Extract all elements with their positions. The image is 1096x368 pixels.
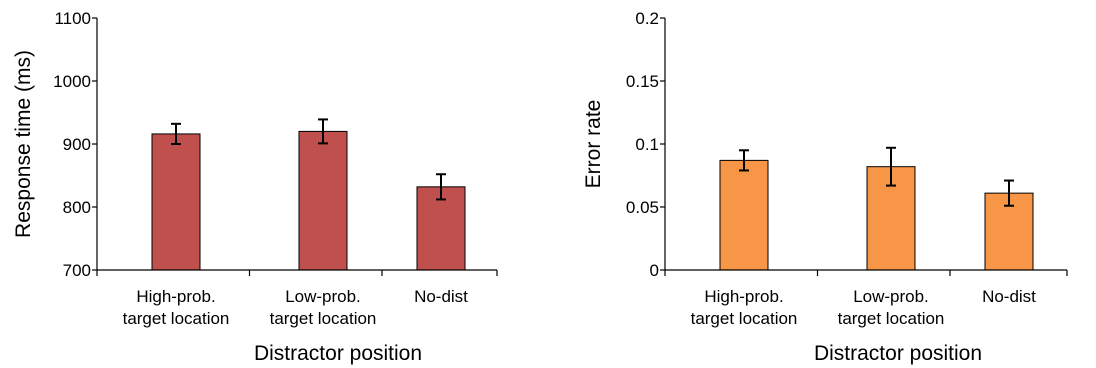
bar	[298, 130, 348, 271]
bar	[151, 133, 201, 271]
y-tick-label: 900	[63, 135, 91, 154]
x-tick-label-line: High-prob.	[136, 287, 215, 306]
x-tick-label-line: target location	[691, 309, 798, 328]
x-tick-label-line: Low-prob.	[853, 287, 929, 306]
x-tick-label: No-dist	[414, 287, 468, 306]
x-tick-label-line: Low-prob.	[285, 287, 361, 306]
x-axis-title: Distractor position	[254, 342, 422, 365]
x-axis-title: Distractor position	[814, 342, 982, 365]
y-tick-label: 800	[63, 198, 91, 217]
x-tick-label: High-prob. target location	[691, 287, 798, 328]
y-tick-label: 700	[63, 261, 91, 280]
y-tick-label: 1100	[54, 9, 91, 28]
y-tick-label: 0.2	[635, 9, 659, 28]
chart-panel-2: 0 0.05 0.1 0.15 0.2 High-prob. target location…	[582, 9, 1068, 365]
y-tick-label: 0.05	[626, 198, 659, 217]
x-tick-label-line: No-dist	[414, 287, 468, 306]
y-tick-label: 0.1	[635, 135, 659, 154]
y-tick-label: 0.15	[626, 72, 659, 91]
x-tick-label-line: target location	[123, 309, 230, 328]
x-tick-label: Low-prob. target location	[838, 287, 945, 328]
x-tick-label-line: target location	[838, 309, 945, 328]
chart-panel-1: 700 800 900 1000 1100 High-prob. target locati…	[12, 9, 498, 365]
bar	[719, 159, 769, 271]
x-tick-label: Low-prob. target location	[270, 287, 377, 328]
x-tick-label-line: target location	[270, 309, 377, 328]
y-axis-title: Error rate	[582, 100, 605, 189]
y-tick-label: 1000	[53, 72, 91, 91]
y-axis-title: Response time (ms)	[12, 50, 35, 238]
x-tick-label: No-dist	[982, 287, 1036, 306]
y-tick-label: 0	[650, 261, 659, 280]
x-tick-label-line: High-prob.	[704, 287, 783, 306]
x-tick-label: High-prob. target location	[123, 287, 230, 328]
x-tick-label-line: No-dist	[982, 287, 1036, 306]
